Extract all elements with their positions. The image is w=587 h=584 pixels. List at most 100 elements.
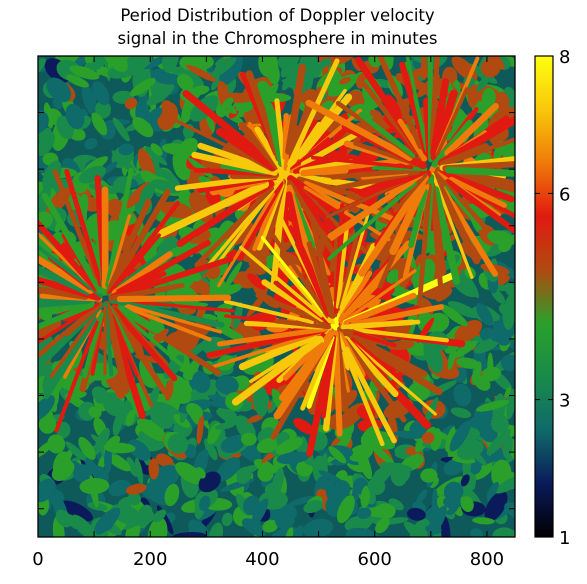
heatmap-cell — [38, 395, 55, 421]
heatmap-cell — [42, 160, 62, 191]
heatmap-ray — [38, 286, 89, 300]
heatmap-cell — [73, 464, 93, 483]
heatmap-cell — [150, 143, 163, 156]
heatmap-ray — [41, 192, 104, 294]
heatmap-plot-area — [37, 55, 516, 538]
heatmap-cell — [152, 509, 167, 523]
heatmap-ray — [117, 305, 161, 334]
heatmap-cell — [486, 428, 511, 456]
colorbar-tick-label: 3 — [559, 391, 570, 412]
heatmap-ray — [431, 119, 473, 168]
heatmap-cell — [38, 127, 52, 142]
heatmap-cell — [233, 301, 243, 330]
heatmap-cell — [216, 457, 241, 482]
heatmap-ray — [330, 174, 423, 241]
heatmap-cell — [190, 85, 210, 96]
heatmap-cell — [291, 525, 304, 537]
heatmap-cell — [275, 437, 303, 455]
heatmap-cell — [470, 528, 483, 537]
heatmap-cell — [430, 428, 442, 451]
heatmap-cell — [445, 426, 456, 452]
heatmap-cell — [285, 527, 294, 537]
heatmap-cell — [38, 318, 62, 342]
heatmap-ray — [343, 292, 417, 327]
heatmap-cell — [453, 383, 472, 407]
heatmap-ray — [327, 181, 417, 261]
heatmap-ray — [38, 301, 88, 319]
heatmap-cell — [220, 435, 245, 453]
heatmap-cell — [379, 462, 413, 472]
heatmap-cell — [367, 477, 386, 495]
heatmap-cell — [126, 456, 138, 477]
heatmap-ray — [108, 198, 152, 290]
heatmap-cell — [38, 110, 49, 134]
heatmap-cell — [241, 432, 257, 446]
heatmap-cell — [453, 340, 478, 358]
heatmap-ray — [205, 186, 276, 269]
heatmap-cell — [494, 475, 515, 494]
heatmap-ray — [249, 338, 317, 384]
heatmap-cell — [162, 56, 179, 73]
heatmap-cell — [501, 232, 515, 249]
heatmap-cell — [420, 468, 438, 483]
heatmap-cell — [460, 474, 470, 487]
heatmap-cell — [102, 56, 128, 72]
heatmap-cell — [47, 434, 66, 454]
heatmap-ray — [38, 244, 103, 298]
heatmap-ray — [238, 333, 318, 371]
heatmap-cell — [91, 386, 108, 402]
heatmap-cell — [275, 511, 295, 530]
x-tick-label: 200 — [133, 549, 167, 570]
heatmap-cell — [56, 59, 82, 82]
heatmap-ray — [444, 103, 499, 157]
heatmap-cell — [66, 74, 89, 88]
heatmap-cell — [124, 56, 153, 72]
heatmap-ray — [119, 300, 225, 328]
heatmap-cell — [179, 185, 194, 215]
heatmap-ray — [38, 265, 92, 296]
heatmap-cell — [176, 73, 194, 91]
colorbar-ticks: 1 3 6 8 — [535, 47, 570, 549]
colorbar-tick-label: 6 — [559, 184, 570, 205]
colorbar-bar — [535, 56, 553, 537]
heatmap-cell — [65, 103, 85, 130]
heatmap-ray — [109, 271, 167, 299]
heatmap-cell — [407, 507, 426, 521]
heatmap-ray — [217, 192, 276, 288]
heatmap-ray — [274, 318, 332, 330]
heatmap-cell — [236, 466, 252, 484]
heatmap-ray — [82, 311, 104, 379]
heatmap-cell — [288, 495, 315, 506]
colorbar-tick-label: 1 — [559, 528, 570, 549]
heatmap-cell — [440, 515, 451, 537]
heatmap-cell — [480, 58, 501, 78]
heatmap-cell — [302, 61, 322, 79]
heatmap-ray — [255, 292, 329, 327]
heatmap-cell — [241, 518, 267, 537]
heatmap-ray — [389, 182, 427, 256]
heatmap-ray — [49, 311, 97, 378]
heatmap-cell — [450, 407, 472, 418]
heatmap-cell — [416, 489, 428, 504]
heatmap-ray — [52, 169, 99, 280]
heatmap-ray — [116, 239, 211, 295]
heatmap-cell — [467, 84, 479, 108]
heatmap-ray — [435, 87, 469, 157]
heatmap-ray — [300, 336, 334, 411]
heatmap-ray — [38, 307, 96, 359]
heatmap-ray — [282, 340, 323, 381]
heatmap-ray — [376, 56, 424, 150]
heatmap-ray — [358, 111, 416, 158]
heatmap-cell — [502, 295, 515, 330]
heatmap-cell — [421, 432, 435, 444]
heatmap-ray — [194, 186, 275, 268]
heatmap-cell — [204, 438, 218, 461]
heatmap-ray — [126, 304, 223, 334]
heatmap-cell — [293, 418, 315, 435]
heatmap-ray — [106, 189, 171, 296]
heatmap-cell — [38, 131, 55, 157]
heatmap-cell — [112, 117, 130, 142]
heatmap-ray — [122, 299, 236, 313]
heatmap-cell — [375, 517, 390, 534]
heatmap-cell — [351, 57, 362, 72]
